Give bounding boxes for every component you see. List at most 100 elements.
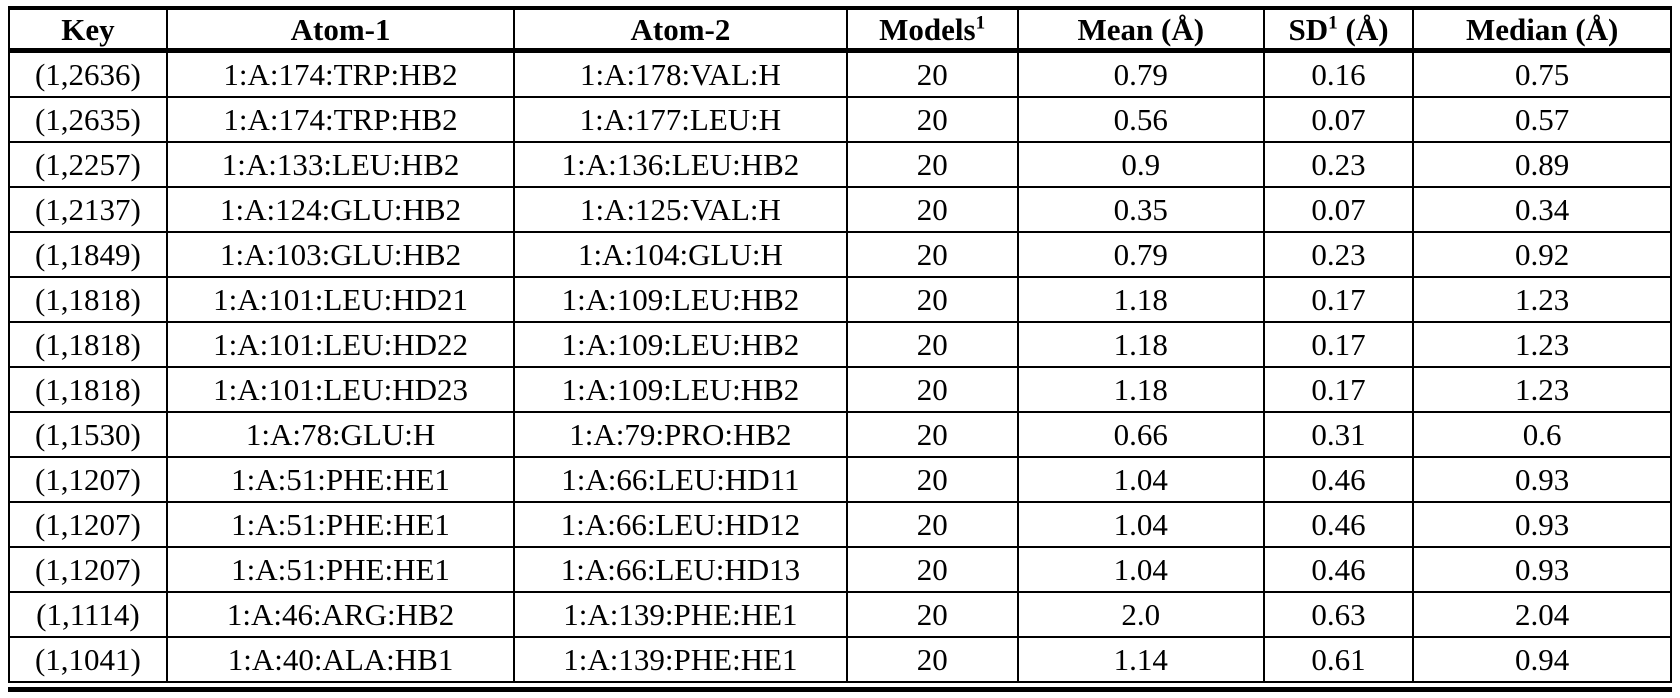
cell-mean: 0.35 <box>1016 186 1265 233</box>
cell-sd: 0.16 <box>1262 49 1415 98</box>
cell-key: (1,1041) <box>8 636 168 683</box>
table-body: (1,2636) 1:A:174:TRP:HB2 1:A:178:VAL:H 20 0.… <box>8 49 1672 683</box>
header-label-suffix: (Å) <box>1337 11 1389 47</box>
cell-key: (1,1849) <box>8 231 168 278</box>
cell-atom2: 1:A:139:PHE:HE1 <box>513 591 848 638</box>
cell-models: 20 <box>845 186 1019 233</box>
column-header-sd: SD1 (Å) <box>1262 7 1415 53</box>
table-row: (1,1818) 1:A:101:LEU:HD23 1:A:109:LEU:HB2 2… <box>8 366 1672 413</box>
cell-median: 1.23 <box>1412 366 1672 413</box>
table-row: (1,2635) 1:A:174:TRP:HB2 1:A:177:LEU:H 20 0.… <box>8 96 1672 143</box>
column-header-key: Key <box>8 7 168 53</box>
header-label: Mean (Å) <box>1077 11 1205 47</box>
cell-median: 2.04 <box>1412 591 1672 638</box>
cell-models: 20 <box>845 411 1019 458</box>
cell-atom1: 1:A:40:ALA:HB1 <box>165 636 516 683</box>
cell-key: (1,1818) <box>8 321 168 368</box>
cell-atom2: 1:A:66:LEU:HD12 <box>513 501 848 548</box>
cell-atom2: 1:A:109:LEU:HB2 <box>513 276 848 323</box>
cell-key: (1,1114) <box>8 591 168 638</box>
cell-key: (1,2137) <box>8 186 168 233</box>
cell-sd: 0.31 <box>1262 411 1415 458</box>
cell-atom2: 1:A:177:LEU:H <box>513 96 848 143</box>
table-row: (1,1041) 1:A:40:ALA:HB1 1:A:139:PHE:HE1 20 1… <box>8 636 1672 683</box>
cell-median: 0.93 <box>1412 456 1672 503</box>
cell-mean: 0.66 <box>1016 411 1265 458</box>
cell-mean: 0.56 <box>1016 96 1265 143</box>
cell-median: 0.57 <box>1412 96 1672 143</box>
cell-models: 20 <box>845 141 1019 188</box>
cell-sd: 0.63 <box>1262 591 1415 638</box>
cell-atom2: 1:A:109:LEU:HB2 <box>513 366 848 413</box>
cell-models: 20 <box>845 321 1019 368</box>
cell-atom1: 1:A:51:PHE:HE1 <box>165 456 516 503</box>
cell-atom2: 1:A:125:VAL:H <box>513 186 848 233</box>
cell-median: 0.93 <box>1412 501 1672 548</box>
cell-atom1: 1:A:174:TRP:HB2 <box>165 49 516 98</box>
cell-atom1: 1:A:133:LEU:HB2 <box>165 141 516 188</box>
cell-models: 20 <box>845 636 1019 683</box>
cell-models: 20 <box>845 276 1019 323</box>
cell-atom1: 1:A:51:PHE:HE1 <box>165 546 516 593</box>
table-row: (1,1207) 1:A:51:PHE:HE1 1:A:66:LEU:HD12 20 1… <box>8 501 1672 548</box>
header-label: Key <box>61 11 115 47</box>
column-header-atom2: Atom-2 <box>513 7 848 53</box>
cell-mean: 0.79 <box>1016 231 1265 278</box>
cell-sd: 0.23 <box>1262 141 1415 188</box>
cell-key: (1,2257) <box>8 141 168 188</box>
cell-atom1: 1:A:124:GLU:HB2 <box>165 186 516 233</box>
column-header-mean: Mean (Å) <box>1016 7 1265 53</box>
footnote-marker: 1 <box>1328 12 1338 34</box>
cell-mean: 1.18 <box>1016 276 1265 323</box>
cell-mean: 1.04 <box>1016 501 1265 548</box>
cell-models: 20 <box>845 546 1019 593</box>
cell-atom1: 1:A:101:LEU:HD21 <box>165 276 516 323</box>
cell-median: 0.89 <box>1412 141 1672 188</box>
cell-atom2: 1:A:79:PRO:HB2 <box>513 411 848 458</box>
cell-atom1: 1:A:78:GLU:H <box>165 411 516 458</box>
cell-models: 20 <box>845 49 1019 98</box>
table-row: (1,1818) 1:A:101:LEU:HD21 1:A:109:LEU:HB2 2… <box>8 276 1672 323</box>
cell-atom2: 1:A:66:LEU:HD13 <box>513 546 848 593</box>
cell-mean: 2.0 <box>1016 591 1265 638</box>
column-header-median: Median (Å) <box>1412 7 1672 53</box>
cell-key: (1,1818) <box>8 276 168 323</box>
footnote-marker: 1 <box>975 12 986 34</box>
cell-models: 20 <box>845 366 1019 413</box>
cell-sd: 0.46 <box>1262 501 1415 548</box>
cell-sd: 0.46 <box>1262 546 1415 593</box>
cell-sd: 0.07 <box>1262 186 1415 233</box>
table-row: (1,1207) 1:A:51:PHE:HE1 1:A:66:LEU:HD13 20 1… <box>8 546 1672 593</box>
cell-key: (1,2636) <box>8 49 168 98</box>
cell-atom2: 1:A:104:GLU:H <box>513 231 848 278</box>
table-row: (1,1849) 1:A:103:GLU:HB2 1:A:104:GLU:H 20 0.… <box>8 231 1672 278</box>
cell-mean: 1.18 <box>1016 366 1265 413</box>
header-label: Models <box>879 11 976 47</box>
cell-key: (1,1530) <box>8 411 168 458</box>
cell-models: 20 <box>845 231 1019 278</box>
cell-models: 20 <box>845 501 1019 548</box>
header-label: Atom-2 <box>630 11 731 47</box>
cell-key: (1,1207) <box>8 546 168 593</box>
cell-median: 0.92 <box>1412 231 1672 278</box>
cell-atom2: 1:A:139:PHE:HE1 <box>513 636 848 683</box>
cell-median: 0.6 <box>1412 411 1672 458</box>
cell-atom1: 1:A:103:GLU:HB2 <box>165 231 516 278</box>
cell-atom1: 1:A:174:TRP:HB2 <box>165 96 516 143</box>
table-row: (1,1207) 1:A:51:PHE:HE1 1:A:66:LEU:HD11 20 1… <box>8 456 1672 503</box>
cell-mean: 1.14 <box>1016 636 1265 683</box>
cell-median: 1.23 <box>1412 321 1672 368</box>
table-row: (1,2257) 1:A:133:LEU:HB2 1:A:136:LEU:HB2 20… <box>8 141 1672 188</box>
cell-mean: 1.04 <box>1016 546 1265 593</box>
cell-sd: 0.23 <box>1262 231 1415 278</box>
cell-mean: 0.79 <box>1016 49 1265 98</box>
cell-atom2: 1:A:66:LEU:HD11 <box>513 456 848 503</box>
cell-atom1: 1:A:101:LEU:HD22 <box>165 321 516 368</box>
table-row: (1,1530) 1:A:78:GLU:H 1:A:79:PRO:HB2 20 0.66… <box>8 411 1672 458</box>
table-row: (1,2636) 1:A:174:TRP:HB2 1:A:178:VAL:H 20 0.… <box>8 49 1672 98</box>
cell-mean: 0.9 <box>1016 141 1265 188</box>
table-row: (1,1114) 1:A:46:ARG:HB2 1:A:139:PHE:HE1 20 2… <box>8 591 1672 638</box>
cell-sd: 0.17 <box>1262 321 1415 368</box>
cell-median: 0.34 <box>1412 186 1672 233</box>
